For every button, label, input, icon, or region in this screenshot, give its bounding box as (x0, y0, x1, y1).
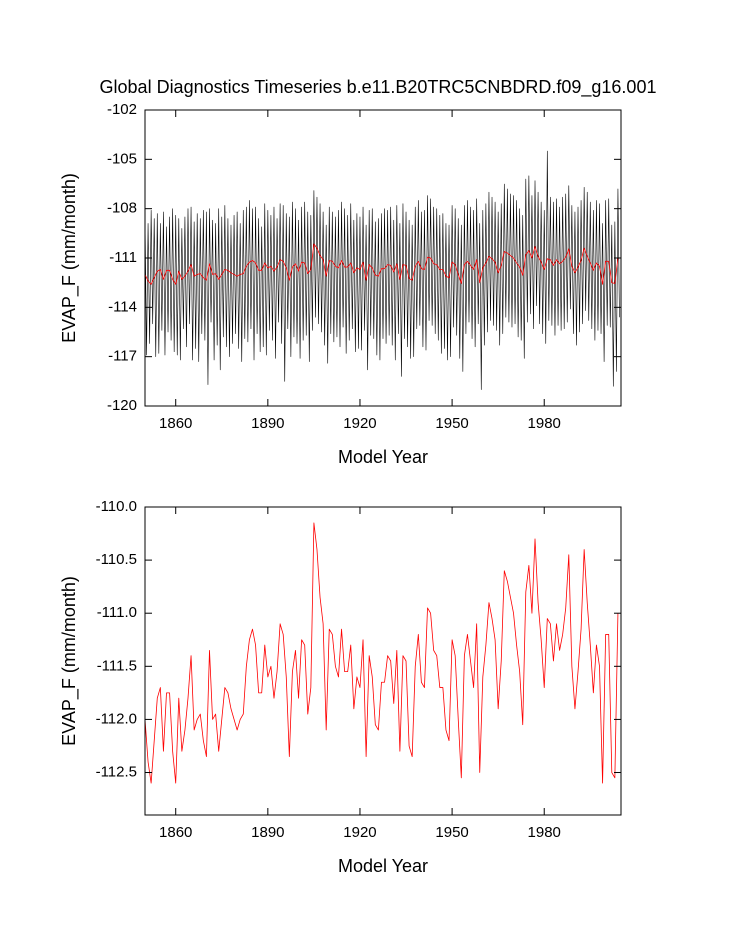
data-line (144, 522, 619, 784)
y-tick-label: -111.0 (97, 604, 137, 621)
y-tick-label: -114 (108, 298, 137, 315)
data-line (144, 243, 619, 285)
y-tick-label: -111.5 (97, 657, 137, 674)
y-tick-label: -112.5 (96, 763, 137, 780)
x-tick-label: 1890 (251, 824, 284, 841)
y-axis-label: EVAP_F (mm/month) (59, 173, 80, 343)
chart-title: Global Diagnostics Timeseries b.e11.B20T… (100, 77, 657, 98)
x-tick-label: 1950 (435, 824, 468, 841)
y-tick-label: -105 (107, 150, 137, 167)
y-axis-label: EVAP_F (mm/month) (59, 576, 80, 746)
x-tick-label: 1980 (528, 824, 561, 841)
y-tick-label: -102 (107, 101, 137, 118)
plot-frame (144, 506, 622, 816)
y-tick-label: -108 (107, 200, 137, 217)
x-axis-label: Model Year (338, 856, 428, 876)
x-axis-label: Model Year (338, 447, 428, 467)
y-tick-label: -117 (108, 348, 137, 365)
y-tick-label: -111 (109, 249, 137, 266)
x-tick-label: 1950 (435, 415, 468, 432)
x-tick-label: 1920 (343, 824, 376, 841)
x-tick-label: 1890 (251, 415, 284, 432)
y-tick-label: -112.0 (96, 710, 137, 727)
x-tick-label: 1920 (343, 415, 376, 432)
y-tick-label: -120 (107, 397, 137, 414)
x-tick-label: 1980 (528, 415, 561, 432)
y-tick-label: -110.0 (96, 498, 137, 515)
data-line (144, 150, 620, 390)
y-tick-label: -110.5 (96, 551, 137, 568)
x-tick-label: 1860 (159, 824, 192, 841)
x-tick-label: 1860 (159, 415, 192, 432)
